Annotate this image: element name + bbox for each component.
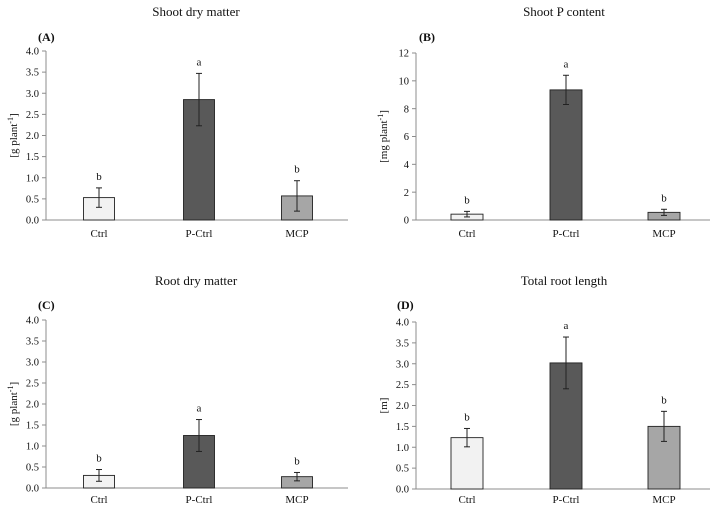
y-tick-label: 4 — [404, 160, 410, 171]
significance-letter: a — [564, 58, 569, 70]
x-category-label: MCP — [285, 228, 308, 240]
chart-title: Root dry matter — [155, 273, 238, 288]
y-tick-label: 1.0 — [26, 173, 39, 184]
error-bar — [464, 210, 470, 218]
y-tick-label: 6 — [404, 132, 409, 143]
error-bar — [661, 208, 667, 216]
x-category-label: MCP — [652, 494, 675, 506]
significance-letter: b — [661, 192, 667, 204]
bar-p-ctrl — [549, 89, 583, 221]
significance-letter: b — [464, 411, 470, 423]
error-bar — [196, 72, 202, 127]
y-tick-label: 1.5 — [26, 421, 39, 432]
y-tick-label: 8 — [404, 104, 409, 115]
y-tick-label: 3.0 — [26, 89, 39, 100]
x-category-label: Ctrl — [458, 228, 475, 240]
error-bar — [661, 410, 667, 442]
y-tick-label: 3.5 — [26, 68, 39, 79]
panel-label: (B) — [419, 30, 435, 44]
y-tick-label: 3.0 — [396, 359, 409, 370]
error-bar — [563, 336, 569, 390]
x-category-label: MCP — [652, 228, 675, 240]
significance-letter: b — [96, 453, 102, 465]
y-axis-label: [g plant-1] — [6, 113, 20, 157]
y-tick-label: 0.5 — [396, 464, 409, 475]
x-category-label: P-Ctrl — [553, 228, 580, 240]
y-tick-label: 2.0 — [26, 131, 39, 142]
y-tick-label: 4.0 — [26, 47, 39, 58]
significance-letter: a — [197, 403, 202, 415]
y-tick-label: 1.5 — [26, 152, 39, 163]
significance-letter: b — [294, 455, 300, 467]
y-tick-label: 3.0 — [26, 358, 39, 369]
y-tick-label: 2 — [404, 188, 409, 199]
chart-panel-c: Root dry matter (C) 0.0 0.5 1.0 1.5 2.0 2.5 3.0 3… — [6, 273, 348, 506]
y-tick-label: 3.5 — [26, 337, 39, 348]
error-bar — [196, 419, 202, 452]
x-category-label: MCP — [285, 494, 308, 506]
x-category-label: P-Ctrl — [186, 228, 213, 240]
y-tick-label: 0.0 — [26, 216, 39, 227]
significance-letter: b — [464, 194, 470, 206]
error-bar — [96, 469, 102, 482]
x-category-label: Ctrl — [458, 494, 475, 506]
panel-label: (A) — [38, 30, 55, 44]
y-tick-label: 2.0 — [396, 401, 409, 412]
y-tick-label: 0.0 — [396, 485, 409, 496]
chart-panel-d: Total root length (D) 0.0 0.5 1.0 1.5 2.0 2.5 3.… — [378, 273, 710, 506]
error-bar — [96, 187, 102, 208]
y-tick-label: 4.0 — [26, 316, 39, 327]
error-bar — [464, 427, 470, 448]
y-tick-label: 1.0 — [26, 442, 39, 453]
x-category-label: P-Ctrl — [553, 494, 580, 506]
y-tick-label: 4.0 — [396, 318, 409, 329]
y-tick-label: 3.5 — [396, 338, 409, 349]
significance-letter: b — [96, 171, 102, 183]
chart-title: Shoot P content — [523, 4, 605, 19]
significance-letter: b — [661, 394, 667, 406]
y-tick-label: 0.5 — [26, 194, 39, 205]
y-tick-label: 12 — [399, 49, 410, 60]
y-tick-label: 1.0 — [396, 443, 409, 454]
chart-panel-b: Shoot P content (B) 0 2 4 6 8 10 12 [mg plant-1] b… — [376, 4, 710, 240]
y-tick-label: 10 — [399, 76, 410, 87]
y-tick-label: 0.5 — [26, 463, 39, 474]
significance-letter: a — [564, 320, 569, 332]
significance-letter: b — [294, 164, 300, 176]
y-axis-label: [mg plant-1] — [376, 110, 390, 163]
y-tick-label: 2.0 — [26, 400, 39, 411]
significance-letter: a — [197, 56, 202, 68]
error-bar — [563, 74, 569, 105]
error-bar — [294, 180, 300, 212]
chart-panel-a: Shoot dry matter (A) 0.0 0.5 1.0 1.5 2.0 2.5 3.0… — [6, 4, 348, 240]
y-tick-label: 0 — [404, 216, 409, 227]
panel-label: (C) — [38, 298, 55, 312]
y-axis-label: [m] — [378, 398, 390, 414]
x-category-label: Ctrl — [90, 494, 107, 506]
y-tick-label: 0.0 — [26, 484, 39, 495]
panel-label: (D) — [397, 298, 414, 312]
y-tick-label: 1.5 — [396, 422, 409, 433]
error-bar — [294, 471, 300, 482]
y-tick-label: 2.5 — [396, 380, 409, 391]
y-tick-label: 2.5 — [26, 379, 39, 390]
x-category-label: P-Ctrl — [186, 494, 213, 506]
chart-title: Total root length — [521, 273, 608, 288]
chart-title: Shoot dry matter — [152, 4, 240, 19]
x-category-label: Ctrl — [90, 228, 107, 240]
y-tick-label: 2.5 — [26, 110, 39, 121]
y-axis-label: [g plant-1] — [6, 382, 20, 426]
